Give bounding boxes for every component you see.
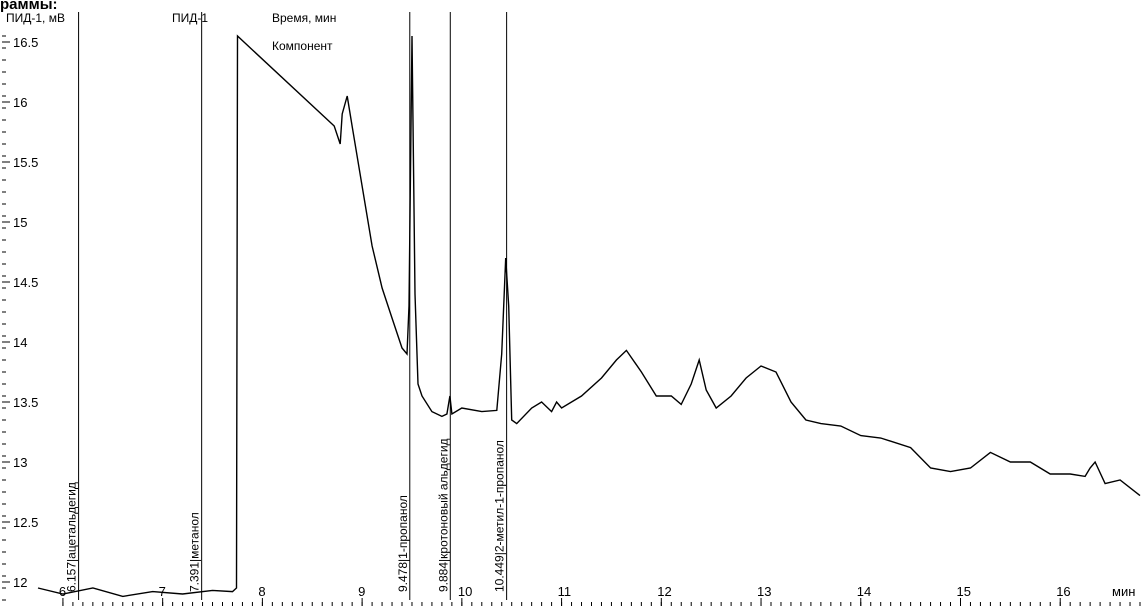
y-tick-label: 14 bbox=[13, 335, 27, 350]
peak-labels: 6.157|ацетальдегид 7.391|метанол 9.478|1-п… bbox=[65, 12, 508, 600]
x-tick-label: 8 bbox=[258, 584, 265, 599]
y-tick-label: 15 bbox=[13, 215, 27, 230]
y-tick-label: 16 bbox=[13, 95, 27, 110]
y-tick-label: 12 bbox=[13, 575, 27, 590]
x-tick-label: 7 bbox=[159, 584, 166, 599]
y-axis-label: ПИД-1, мВ bbox=[6, 11, 65, 25]
y-tick-label: 12.5 bbox=[13, 515, 38, 530]
page-heading: раммы: bbox=[0, 0, 58, 13]
x-tick-label: 10 bbox=[458, 584, 472, 599]
time-column-header: Время, мин bbox=[272, 11, 336, 25]
x-tick-label: 11 bbox=[558, 584, 572, 599]
x-unit-label: мин bbox=[1112, 584, 1135, 599]
detector-label: ПИД-1 bbox=[172, 11, 208, 25]
x-tick-label: 14 bbox=[857, 584, 871, 599]
x-axis: 6 7 8 9 10 11 12 13 14 15 16 bbox=[59, 584, 1141, 606]
component-column-header: Компонент bbox=[272, 39, 333, 53]
x-tick-label: 13 bbox=[757, 584, 771, 599]
peak-label: 6.157|ацетальдегид bbox=[65, 482, 79, 592]
y-tick-label: 16.5 bbox=[13, 35, 38, 50]
peak-label: 9.884|кротоновый альдегид bbox=[436, 438, 450, 592]
x-tick-label: 6 bbox=[59, 584, 66, 599]
peak-label: 10.449|2-метил-1-пропанол bbox=[493, 440, 507, 592]
y-tick-label: 15.5 bbox=[13, 155, 38, 170]
chromatogram-trace bbox=[37, 34, 1141, 598]
y-tick-label: 13.5 bbox=[13, 395, 38, 410]
peak-label: 9.478|1-пропанол bbox=[396, 495, 410, 592]
x-tick-label: 16 bbox=[1056, 584, 1070, 599]
x-tick-label: 12 bbox=[657, 584, 671, 599]
peak-label: 7.391|метанол bbox=[188, 512, 202, 592]
x-tick-label: 9 bbox=[358, 584, 365, 599]
y-tick-label: 14.5 bbox=[13, 275, 38, 290]
x-tick-label: 15 bbox=[956, 584, 970, 599]
y-axis: 12 12.5 13 13.5 14 14.5 15 15.5 16 16.5 bbox=[2, 35, 38, 601]
y-tick-label: 13 bbox=[13, 455, 27, 470]
